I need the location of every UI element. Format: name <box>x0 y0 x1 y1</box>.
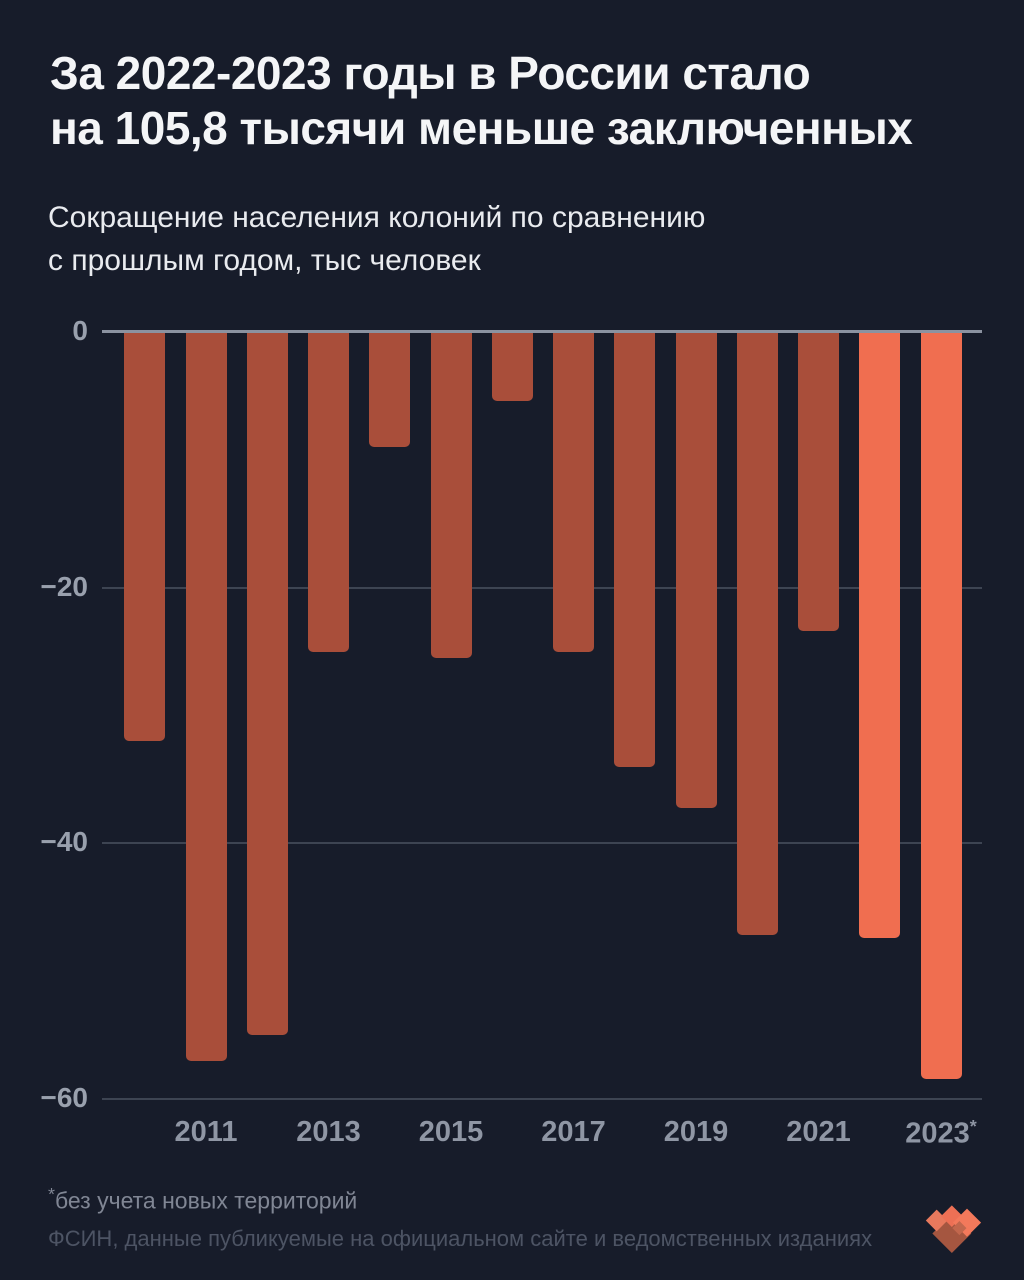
bar-2023 <box>920 332 962 1079</box>
page-title-line2: на 105,8 тысячи меньше заключенных <box>50 102 913 154</box>
bar-2019 <box>675 332 717 808</box>
bar-2018 <box>614 332 656 767</box>
bar-2022 <box>859 332 901 938</box>
chart-subtitle: Сокращение населения колоний по сравнени… <box>48 196 705 282</box>
bar-2017 <box>553 332 594 652</box>
bar-2011 <box>185 332 227 1061</box>
page-title-line1: За 2022-2023 годы в России стало <box>50 47 811 99</box>
x-tick-label-2023: 2023* <box>905 1116 977 1150</box>
x-tick-label-2017: 2017 <box>541 1116 606 1148</box>
x-tick-label-2011: 2011 <box>174 1116 238 1148</box>
x-tick-label-2019: 2019 <box>663 1116 729 1148</box>
chart-subtitle-line2: с прошлым годом, тыс человек <box>48 244 481 277</box>
bar-2013 <box>308 332 349 652</box>
bar-2012 <box>246 332 288 1035</box>
pixel-heart-icon <box>925 1205 982 1253</box>
y-tick-label-0: 0 <box>72 315 88 346</box>
bar-2021 <box>798 332 839 631</box>
bar-2010 <box>124 332 166 741</box>
source-line: ФСИН, данные публикуемые на официальном … <box>48 1226 873 1251</box>
y-tick-label--40: −40 <box>40 826 89 858</box>
chart-subtitle-line1: Сокращение населения колоний по сравнени… <box>48 201 706 234</box>
x-tick-label-2021: 2021 <box>786 1116 851 1148</box>
y-tick-label--20: −20 <box>40 570 89 602</box>
footnote: *без учета новых территорий <box>48 1184 357 1215</box>
gridline--60 <box>102 1097 982 1100</box>
footnote-marker: * <box>48 1184 55 1204</box>
x-tick-label-2015: 2015 <box>418 1116 484 1148</box>
y-tick-label--60: −60 <box>40 1081 89 1113</box>
bar-2016 <box>491 332 533 401</box>
page-title: За 2022-2023 годы в России стало на 105,… <box>50 46 913 156</box>
gridline--20 <box>102 586 982 589</box>
footnote-text: без учета новых территорий <box>54 1187 358 1214</box>
bar-2020 <box>736 332 778 935</box>
x-tick-label-2013: 2013 <box>296 1116 361 1148</box>
bar-2014 <box>369 332 411 447</box>
gridline--40 <box>102 842 982 845</box>
axis-zero-line <box>102 330 982 333</box>
x-tick-footnote-marker: * <box>969 1116 977 1136</box>
bar-2015 <box>430 332 472 658</box>
